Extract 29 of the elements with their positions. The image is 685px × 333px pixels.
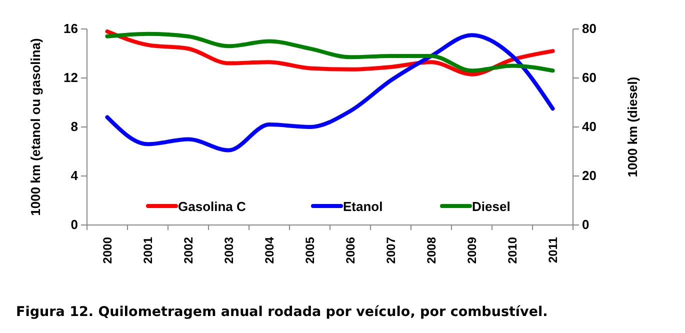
x-tick-label: 2002 (181, 236, 196, 264)
x-tick-label: 2009 (464, 236, 479, 264)
x-tick-label: 2008 (424, 236, 438, 264)
x-tick-label: 2003 (222, 236, 236, 264)
text: Figura 12. Quilometragem anual rodada por veículo, por combustível. (16, 304, 548, 320)
x-tick-label: 2001 (140, 236, 155, 264)
y-tick-label: 16 (64, 21, 78, 36)
x-tick-label: 2010 (505, 236, 520, 264)
y2-tick-label: 60 (582, 70, 596, 86)
legend-label: Diesel (472, 199, 510, 214)
x-tick-label: 2000 (100, 236, 114, 264)
x-tick-label: 2005 (302, 236, 317, 264)
y-tick-label: 4 (70, 168, 79, 184)
x-tick-label: 2004 (262, 236, 276, 264)
x-tick-label: 2006 (343, 236, 358, 264)
x-tick-label: 2007 (384, 236, 398, 264)
y2-axis-title: 1000 km (diesel) (625, 76, 640, 178)
y2-tick-label: 20 (582, 168, 596, 184)
legend-label: Etanol (343, 199, 383, 214)
y-tick-label: 8 (70, 119, 78, 134)
y2-tick-label: 0 (582, 217, 590, 232)
legend-label: Gasolina C (178, 199, 247, 214)
y-axis-title: 1000 km (etanol ou gasolina) (28, 38, 43, 216)
y-tick-label: 12 (64, 70, 78, 86)
y-tick-label: 0 (70, 217, 78, 232)
y2-tick-label: 80 (582, 21, 596, 36)
line-series (105, 33, 555, 152)
x-tick-label: 2011 (546, 236, 560, 264)
y2-tick-label: 40 (582, 119, 596, 134)
